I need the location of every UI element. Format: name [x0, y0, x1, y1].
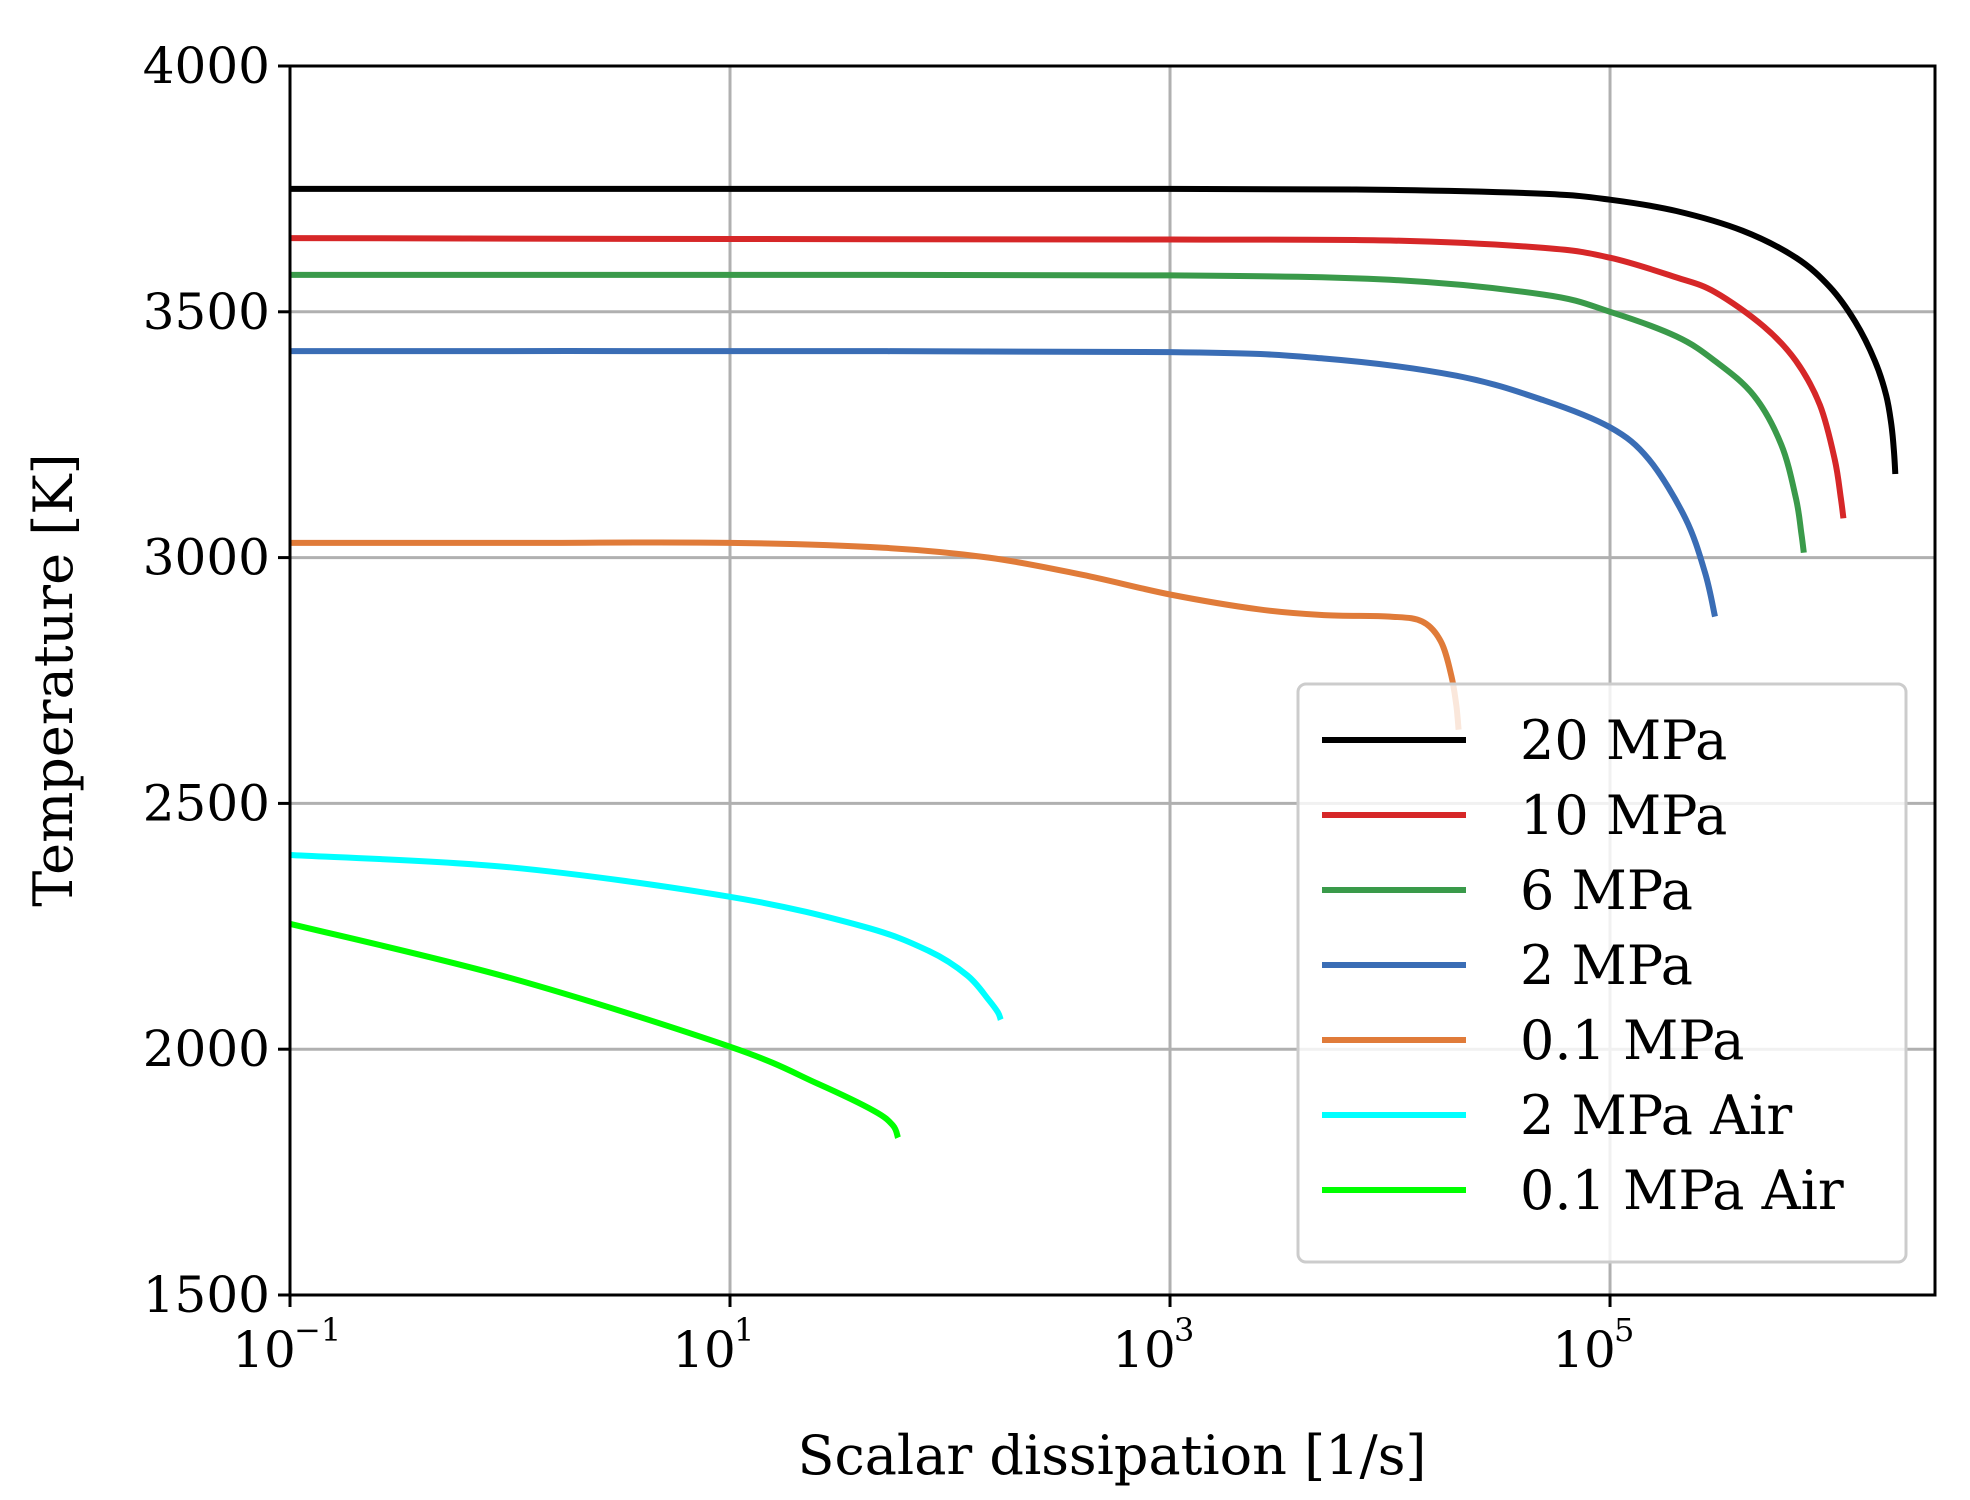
- legend-entry-label: 0.1 MPa Air: [1520, 1159, 1844, 1222]
- legend-entry-label: 10 MPa: [1520, 784, 1727, 847]
- series-line-4: [289, 348, 1718, 618]
- x-tick-label: 10: [1552, 1321, 1616, 1379]
- x-axis-label: Scalar dissipation [1/s]: [798, 1424, 1427, 1487]
- series-line-5: [290, 539, 1462, 730]
- series-line-7: [289, 920, 901, 1139]
- y-tick-label: 2000: [143, 1020, 270, 1078]
- legend-entry-label: 20 MPa: [1520, 709, 1727, 772]
- x-tick-label: 10: [232, 1321, 296, 1379]
- legend-entry-label: 6 MPa: [1520, 859, 1693, 922]
- x-tick-exponent: 3: [1174, 1311, 1194, 1349]
- x-tick-label: 10: [672, 1321, 736, 1379]
- x-tick-label: 10: [1112, 1321, 1176, 1379]
- series-line-6: [289, 852, 1004, 1021]
- series-line-3: [289, 271, 1807, 554]
- y-tick-label: 2500: [143, 774, 270, 832]
- y-axis-label: Temperature [K]: [22, 453, 85, 906]
- series-line-2: [289, 235, 1847, 519]
- y-tick-label: 1500: [143, 1266, 270, 1324]
- legend-entry-label: 2 MPa: [1520, 934, 1693, 997]
- legend-entry-label: 0.1 MPa: [1520, 1009, 1744, 1072]
- x-tick-exponent: 5: [1614, 1311, 1634, 1349]
- legend-entry-label: 2 MPa Air: [1520, 1084, 1792, 1147]
- plot-frame: [288, 64, 1937, 1297]
- series-layer: [289, 185, 1899, 1139]
- y-tick-label: 3500: [143, 283, 270, 341]
- y-tick-label: 4000: [143, 37, 270, 95]
- series-line-1: [290, 185, 1899, 475]
- x-tick-exponent: 1: [734, 1311, 754, 1349]
- x-tick-exponent: −1: [294, 1311, 341, 1349]
- y-tick-label: 3000: [143, 529, 270, 587]
- legend: 20 MPa 10 MPa 6 MPa 2 MPa 0.1 MPa 2 MPa Air 0.…: [1296, 682, 1908, 1264]
